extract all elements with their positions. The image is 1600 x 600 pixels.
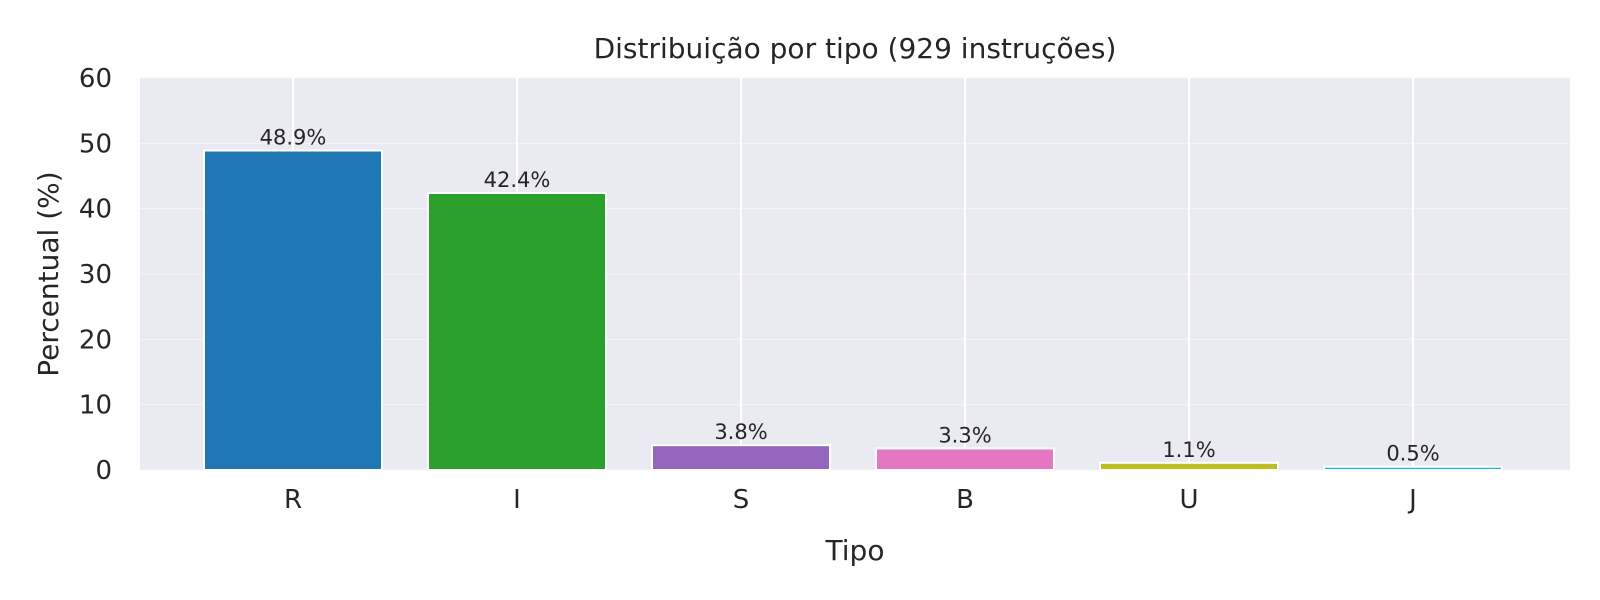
- bar-b: [875, 447, 1055, 472]
- x-tick-label-b: B: [956, 485, 974, 515]
- bar-data-label-i: 42.4%: [484, 168, 551, 192]
- bar-r: [203, 149, 383, 472]
- bar-s: [651, 444, 831, 472]
- bar-data-label-b: 3.3%: [938, 423, 991, 447]
- y-tick-label: 60: [79, 64, 112, 94]
- x-tick-label-u: U: [1179, 485, 1198, 515]
- bar-data-label-r: 48.9%: [260, 126, 327, 150]
- y-tick-label: 30: [79, 260, 112, 290]
- y-tick-label: 50: [79, 129, 112, 159]
- chart-title: Distribuição por tipo (929 instruções): [594, 32, 1117, 65]
- bars: [203, 149, 1503, 472]
- bar-u: [1099, 461, 1279, 471]
- x-tick-label-j: J: [1407, 485, 1417, 515]
- y-axis-ticks: 0 10 20 30 40 50 60: [79, 64, 112, 486]
- x-tick-label-r: R: [284, 485, 302, 515]
- x-tick-label-i: I: [513, 485, 521, 515]
- y-axis-label: Percentual (%): [32, 171, 65, 376]
- y-tick-label: 40: [79, 195, 112, 225]
- bar-data-label-u: 1.1%: [1162, 438, 1215, 462]
- x-axis-label: Tipo: [825, 534, 885, 567]
- bar-i: [427, 191, 607, 471]
- bar-data-labels: 48.9% 42.4% 3.8% 3.3% 1.1% 0.5%: [260, 126, 1440, 466]
- y-tick-label: 0: [95, 456, 112, 486]
- y-tick-label: 10: [79, 391, 112, 421]
- bar-j: [1323, 465, 1503, 472]
- x-tick-label-s: S: [733, 485, 750, 515]
- y-tick-label: 20: [79, 325, 112, 355]
- bar-data-label-s: 3.8%: [714, 420, 767, 444]
- bar-data-label-j: 0.5%: [1386, 442, 1439, 466]
